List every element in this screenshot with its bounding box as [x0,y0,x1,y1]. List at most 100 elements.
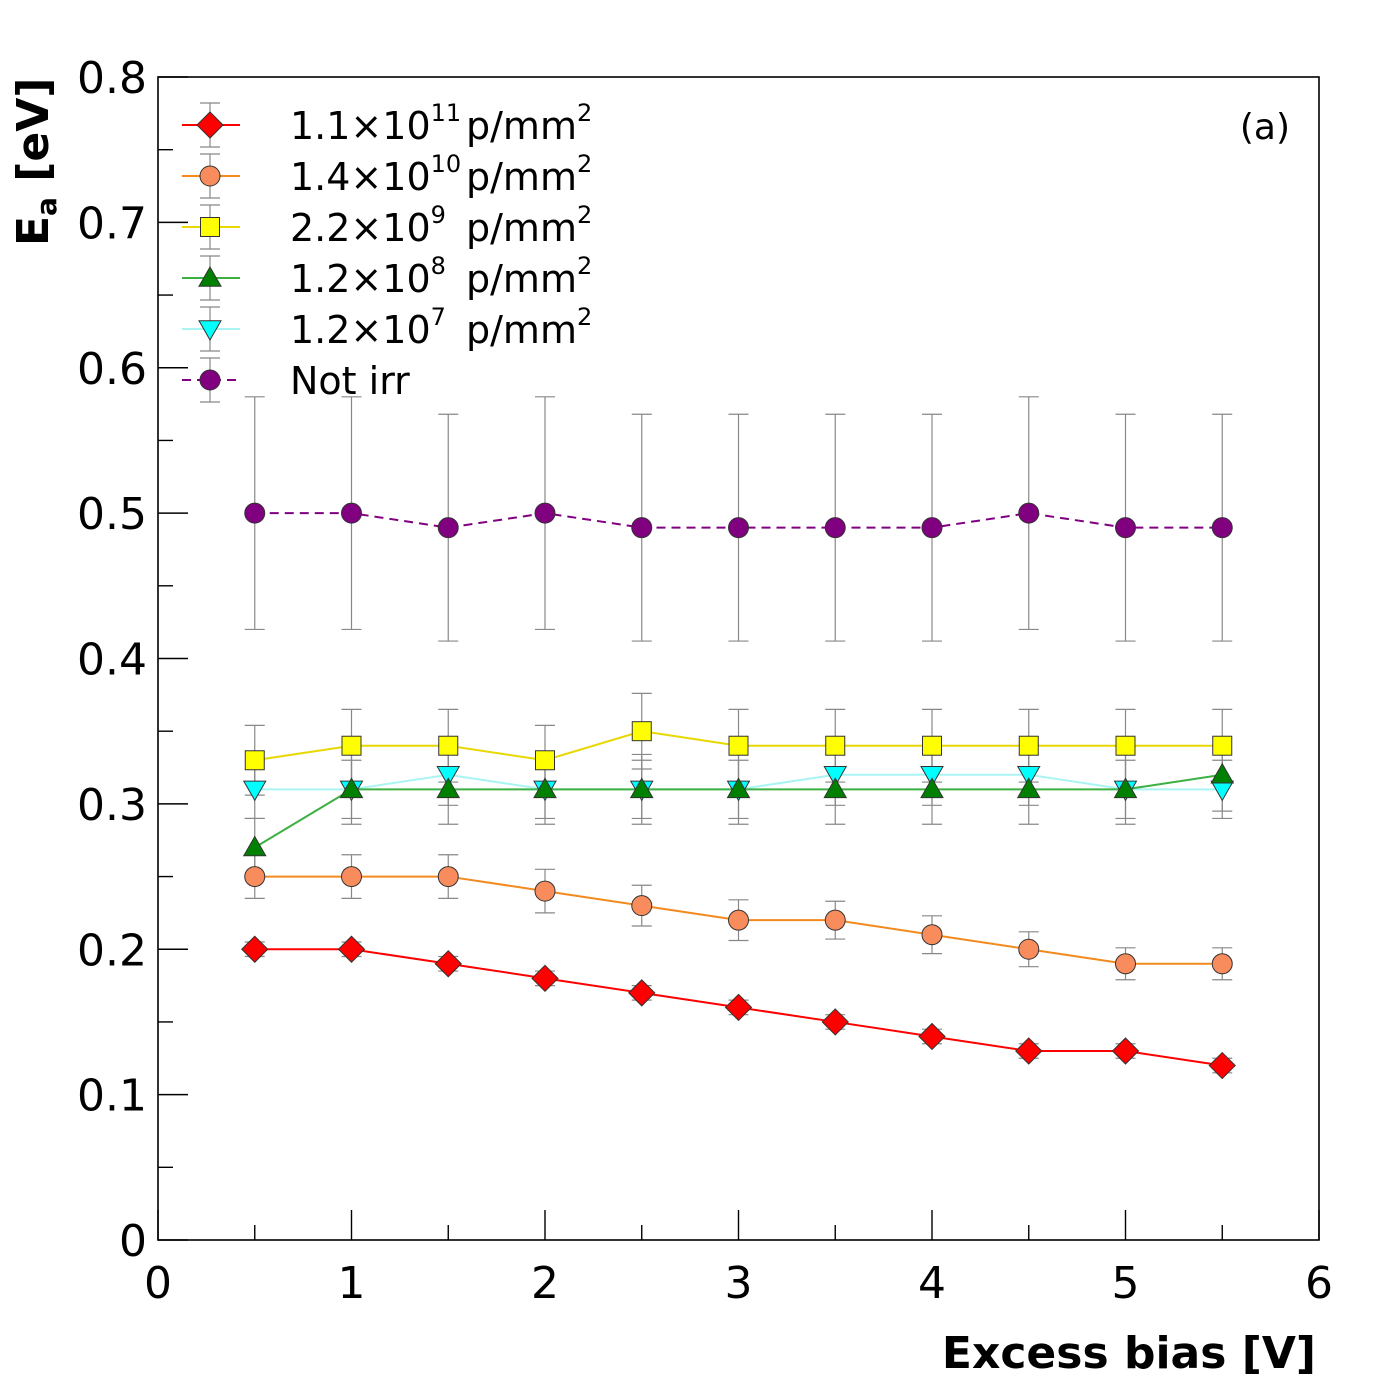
legend-label-exponent: 9 [431,201,446,229]
data-point [724,993,753,1022]
x-tick-label: 5 [1112,1258,1140,1309]
data-point [1115,735,1136,756]
legend-label: 1.2×108 p/mm2 [290,252,592,301]
x-axis-title: Excess bias [V] [942,1328,1316,1377]
data-point [534,880,556,902]
data-point [921,517,943,539]
x-tick-label: 1 [338,1258,366,1309]
legend-label-unit-exponent: 2 [577,150,592,178]
data-point [1212,735,1233,756]
data-point [823,777,848,799]
data-point [825,735,846,756]
y-tick-label: 0.7 [77,198,147,249]
data-point [824,909,846,931]
data-point [437,866,459,888]
data-point [922,735,942,756]
legend-marker [198,265,222,287]
legend-marker [199,369,221,391]
legend-marker [200,217,220,237]
legend-label-base: 1.4×10 [290,155,431,199]
data-point [1208,1051,1236,1080]
y-tick-label: 0.6 [77,344,147,395]
data-point [531,964,559,993]
x-tick-label: 2 [531,1258,559,1309]
legend-marker [196,111,224,139]
data-point [1018,938,1040,960]
data-point [436,777,461,799]
data-point [1211,517,1233,539]
y-axis-title-base: E [8,216,59,246]
legend-label-unit: p/mm [466,308,577,352]
data-point [628,979,656,1007]
data-point [1018,735,1039,756]
data-point [921,924,943,946]
legend-label: 1.2×107 p/mm2 [290,303,592,352]
legend-label-base: 1.2×10 [290,257,431,301]
data-point [244,866,266,888]
data-point [821,1008,849,1036]
legend-label-base: 2.2×10 [290,206,431,250]
y-tick-label: 0.1 [77,1071,147,1122]
data-point [1018,502,1040,524]
x-tick-label: 4 [918,1258,946,1309]
data-point [533,777,557,799]
data-point [918,1022,946,1051]
data-point [726,777,751,799]
y-tick-label: 0 [119,1216,147,1267]
legend-label: 2.2×109 p/mm2 [290,201,592,250]
legend-label-unit: p/mm [466,257,577,301]
data-point [244,502,266,524]
legend-label: 1.1×1011 p/mm2 [290,99,592,148]
y-tick-label: 0.5 [77,489,147,540]
data-point [1016,777,1041,799]
data-point [434,950,462,978]
data-point [1111,1037,1140,1065]
data-point [920,766,944,787]
data-point [631,895,653,917]
data-point [629,777,654,799]
x-tick-label: 3 [725,1258,753,1309]
data-point [824,517,846,539]
legend-label-unit: p/mm [466,206,577,250]
y-axis-title-sub: a [30,197,63,216]
legend-label-exponent: 8 [431,252,446,280]
data-point [242,835,267,857]
plot-area [157,76,1320,1241]
data-point [1210,762,1235,784]
data-point [341,866,362,888]
y-tick-label: 0.4 [77,635,147,686]
legend-label-exponent: 10 [431,150,462,178]
data-point [631,721,652,742]
y-tick-label: 0.3 [77,780,147,831]
data-point [241,935,269,963]
data-point [823,766,848,787]
data-point [1115,953,1136,975]
legend-marker [199,165,221,187]
legend-label-base: 1.1×10 [290,104,431,148]
data-point [1016,766,1041,787]
legend-label-unit-exponent: 2 [577,201,592,229]
y-tick-label: 0.8 [77,53,147,104]
data-point [920,777,944,799]
panel-annotation: (a) [1240,107,1290,148]
data-point [341,502,362,524]
legend-label-unit-exponent: 2 [577,303,592,331]
data-point [728,517,749,539]
legend-label-unit-exponent: 2 [577,99,592,127]
legend-label-unit-exponent: 2 [577,252,592,280]
data-point [438,735,459,756]
data-point [436,766,461,787]
data-point [1113,777,1138,799]
data-point [339,777,364,799]
y-tick-label: 0.2 [77,925,147,976]
legend-label: 1.4×1010 p/mm2 [290,150,592,199]
legend-label-unit: p/mm [466,155,577,199]
data-point [242,780,267,802]
legend-label-exponent: 11 [431,99,462,127]
legend-label: Not irr [290,359,410,403]
data-point [534,502,556,524]
data-point [728,735,749,756]
x-tick-label: 6 [1305,1258,1333,1309]
